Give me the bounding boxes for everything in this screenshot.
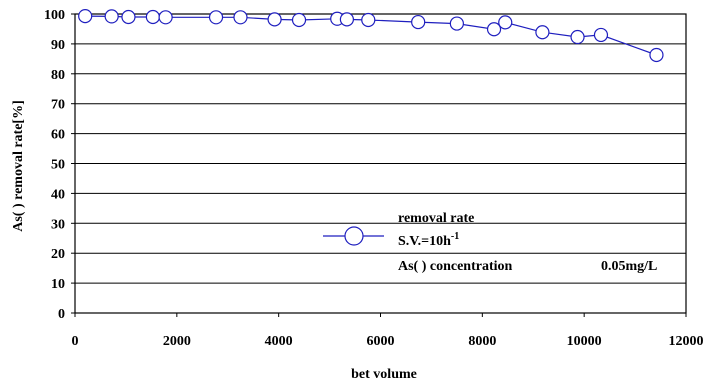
data-point-18 [570,29,585,45]
data-point-19 [593,27,609,43]
y-tick-label-50: 50 [51,158,65,173]
x-tick-label-10000: 10000 [567,334,602,349]
y-tick-label-40: 40 [51,187,65,202]
y-axis-ticks: 0 10 20 30 40 50 60 70 80 90 100 [44,8,75,322]
data-point-14 [449,16,464,31]
y-tick-label-80: 80 [51,68,65,83]
legend-marker-sample [344,226,364,246]
data-point-3 [121,9,136,25]
data-point-20 [649,47,664,63]
legend-space-velocity: S.V.=10h-1 [398,231,459,249]
y-tick-label-60: 60 [51,128,65,143]
gridlines [75,43,686,284]
legend-concentration-value: 0.05mg/L [601,259,657,274]
y-tick-label-70: 70 [51,98,65,113]
y-tick-label-10: 10 [51,277,65,292]
x-axis-ticks: 0 2000 4000 6000 8000 10000 12000 [72,313,704,349]
data-point-5 [158,10,173,25]
data-point-13 [411,14,426,30]
data-point-11 [339,12,354,27]
data-point-8 [267,12,282,27]
legend-concentration-label: As( ) concentration [398,259,513,274]
x-tick-label-12000: 12000 [669,334,704,349]
data-point-9 [291,12,307,28]
data-point-16 [498,15,513,30]
x-tick-label-2000: 2000 [163,334,191,349]
x-tick-label-6000: 6000 [367,334,395,349]
y-tick-label-0: 0 [58,307,65,322]
y-axis-title: As( ) removal rate[%] [11,100,26,232]
data-point-2 [104,9,119,24]
data-point-17 [535,25,550,40]
x-tick-label-4000: 4000 [265,334,293,349]
x-axis-title: bet volume [351,367,417,382]
series-removal-rate [78,8,664,63]
data-point-12 [361,12,376,28]
legend-space-velocity-main: S.V.=10h [398,234,451,249]
y-tick-label-20: 20 [51,247,65,262]
data-point-6 [208,10,224,25]
y-tick-label-90: 90 [51,38,65,53]
legend: removal rate S.V.=10h-1 As( ) concentrat… [323,211,657,274]
legend-space-velocity-exponent: -1 [451,231,459,242]
data-point-7 [233,10,248,25]
data-point-4 [145,9,161,25]
legend-series-name: removal rate [398,211,474,226]
data-point-1 [78,8,93,24]
data-point-15 [486,22,502,37]
x-tick-label-8000: 8000 [468,334,496,349]
y-tick-label-30: 30 [51,217,65,232]
y-tick-label-100: 100 [44,8,65,23]
x-tick-label-0: 0 [72,334,79,349]
